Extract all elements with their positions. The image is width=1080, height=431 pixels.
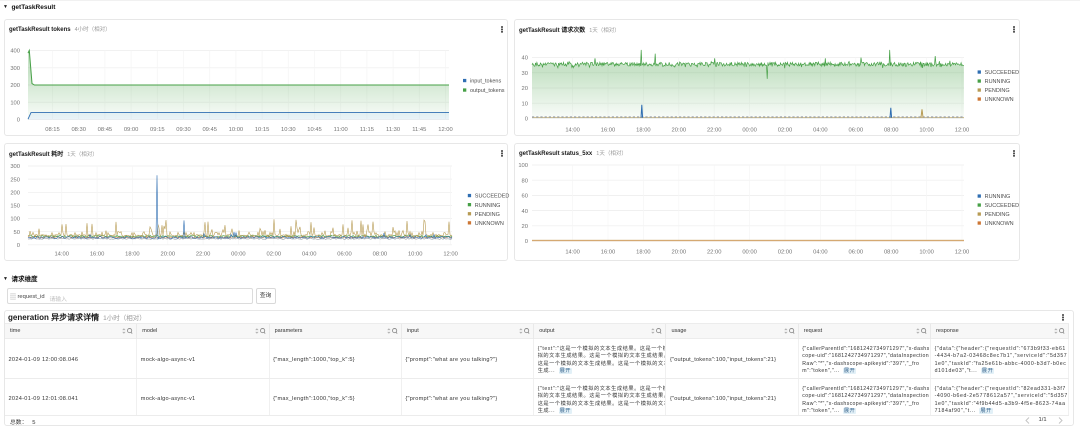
svg-text:60: 60 bbox=[522, 194, 528, 200]
svg-text:08:15: 08:15 bbox=[45, 127, 60, 133]
svg-text:11:30: 11:30 bbox=[386, 127, 400, 133]
svg-text:12:00: 12:00 bbox=[955, 250, 970, 256]
svg-text:UNKNOWN: UNKNOWN bbox=[985, 221, 1014, 227]
svg-text:09:00: 09:00 bbox=[124, 127, 139, 133]
svg-text:10:45: 10:45 bbox=[307, 127, 322, 133]
svg-text:30: 30 bbox=[522, 71, 528, 77]
svg-text:00:00: 00:00 bbox=[742, 128, 757, 134]
svg-text:11:45: 11:45 bbox=[412, 127, 426, 133]
svg-text:200: 200 bbox=[10, 83, 20, 89]
svg-text:18:00: 18:00 bbox=[125, 252, 140, 258]
svg-text:0: 0 bbox=[525, 239, 528, 245]
svg-text:0: 0 bbox=[17, 118, 20, 124]
svg-text:UNKNOWN: UNKNOWN bbox=[985, 97, 1014, 103]
svg-text:00:00: 00:00 bbox=[742, 250, 757, 256]
svg-text:100: 100 bbox=[10, 217, 20, 223]
svg-text:10:15: 10:15 bbox=[255, 127, 270, 133]
svg-text:300: 300 bbox=[10, 164, 20, 170]
svg-text:10:00: 10:00 bbox=[408, 252, 423, 258]
svg-text:10:30: 10:30 bbox=[281, 127, 296, 133]
svg-text:output_tokens: output_tokens bbox=[470, 88, 505, 94]
svg-text:16:00: 16:00 bbox=[90, 252, 105, 258]
svg-text:SUCCEEDED: SUCCEEDED bbox=[475, 194, 510, 200]
svg-text:0: 0 bbox=[17, 243, 20, 249]
svg-text:06:00: 06:00 bbox=[849, 128, 864, 134]
svg-text:11:15: 11:15 bbox=[360, 127, 374, 133]
svg-text:PENDING: PENDING bbox=[475, 212, 500, 218]
svg-text:02:00: 02:00 bbox=[267, 252, 282, 258]
svg-text:12:00: 12:00 bbox=[443, 252, 458, 258]
svg-text:08:00: 08:00 bbox=[884, 128, 899, 134]
svg-text:10: 10 bbox=[522, 102, 528, 108]
svg-text:00:00: 00:00 bbox=[231, 252, 246, 258]
svg-text:06:00: 06:00 bbox=[337, 252, 352, 258]
svg-text:04:00: 04:00 bbox=[302, 252, 317, 258]
svg-text:RUNNING: RUNNING bbox=[985, 194, 1011, 200]
svg-text:SUCCEEDED: SUCCEEDED bbox=[985, 203, 1020, 209]
svg-text:RUNNING: RUNNING bbox=[985, 79, 1011, 85]
svg-text:04:00: 04:00 bbox=[813, 128, 828, 134]
svg-text:09:30: 09:30 bbox=[176, 127, 191, 133]
svg-text:20:00: 20:00 bbox=[672, 250, 687, 256]
svg-text:20: 20 bbox=[522, 86, 528, 92]
svg-text:12:00: 12:00 bbox=[955, 128, 970, 134]
svg-text:RUNNING: RUNNING bbox=[475, 203, 501, 209]
svg-text:14:00: 14:00 bbox=[565, 250, 580, 256]
svg-text:10:00: 10:00 bbox=[229, 127, 244, 133]
svg-text:200: 200 bbox=[10, 191, 20, 197]
svg-text:08:30: 08:30 bbox=[71, 127, 86, 133]
svg-text:06:00: 06:00 bbox=[849, 250, 864, 256]
svg-text:18:00: 18:00 bbox=[636, 250, 651, 256]
svg-text:input_tokens: input_tokens bbox=[470, 79, 501, 85]
svg-text:300: 300 bbox=[10, 66, 20, 72]
svg-text:UNKNOWN: UNKNOWN bbox=[475, 221, 504, 227]
svg-text:14:00: 14:00 bbox=[54, 252, 69, 258]
svg-text:40: 40 bbox=[522, 56, 528, 62]
svg-text:08:00: 08:00 bbox=[373, 252, 388, 258]
svg-text:400: 400 bbox=[10, 49, 20, 55]
svg-text:02:00: 02:00 bbox=[778, 128, 793, 134]
svg-text:22:00: 22:00 bbox=[196, 252, 211, 258]
svg-text:11:00: 11:00 bbox=[334, 127, 348, 133]
svg-text:100: 100 bbox=[518, 163, 528, 169]
svg-text:20:00: 20:00 bbox=[672, 128, 687, 134]
svg-text:80: 80 bbox=[522, 178, 528, 184]
svg-text:100: 100 bbox=[10, 101, 20, 107]
svg-text:04:00: 04:00 bbox=[813, 250, 828, 256]
svg-text:18:00: 18:00 bbox=[636, 128, 651, 134]
svg-text:150: 150 bbox=[10, 204, 20, 210]
svg-text:SUCCEEDED: SUCCEEDED bbox=[985, 70, 1020, 76]
svg-text:20: 20 bbox=[522, 224, 528, 230]
svg-text:PENDING: PENDING bbox=[985, 212, 1010, 218]
svg-text:0: 0 bbox=[525, 117, 528, 123]
svg-text:02:00: 02:00 bbox=[778, 250, 793, 256]
svg-text:09:45: 09:45 bbox=[202, 127, 217, 133]
svg-text:PENDING: PENDING bbox=[985, 88, 1010, 94]
svg-text:10:00: 10:00 bbox=[919, 250, 934, 256]
svg-text:12:00: 12:00 bbox=[438, 127, 453, 133]
svg-text:16:00: 16:00 bbox=[601, 128, 616, 134]
svg-text:14:00: 14:00 bbox=[565, 128, 580, 134]
svg-text:20:00: 20:00 bbox=[161, 252, 176, 258]
svg-text:22:00: 22:00 bbox=[707, 128, 722, 134]
svg-text:22:00: 22:00 bbox=[707, 250, 722, 256]
svg-text:40: 40 bbox=[522, 209, 528, 215]
svg-text:08:45: 08:45 bbox=[98, 127, 113, 133]
svg-text:08:00: 08:00 bbox=[884, 250, 899, 256]
svg-text:09:15: 09:15 bbox=[150, 127, 165, 133]
svg-text:250: 250 bbox=[10, 177, 20, 183]
svg-text:16:00: 16:00 bbox=[601, 250, 616, 256]
svg-text:10:00: 10:00 bbox=[919, 128, 934, 134]
svg-text:50: 50 bbox=[14, 230, 20, 236]
